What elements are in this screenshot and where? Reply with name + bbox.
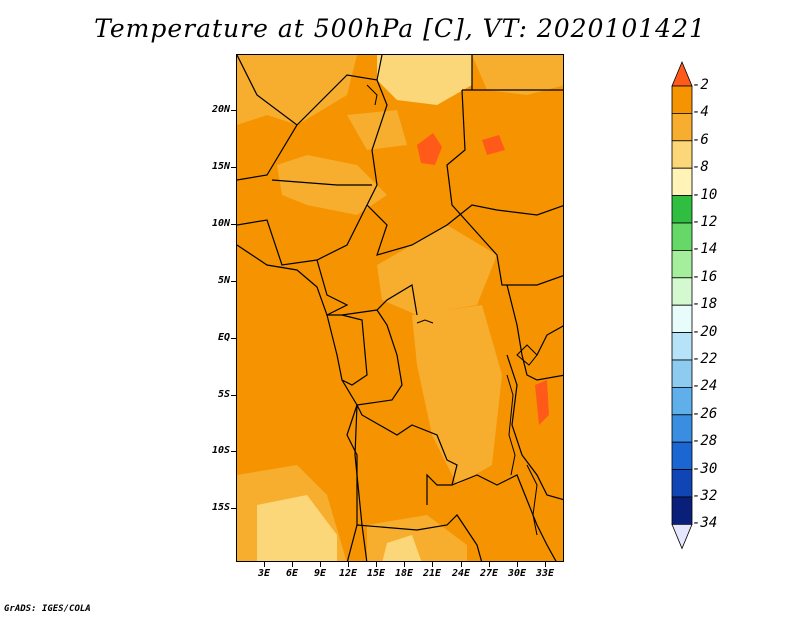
lon-tick — [489, 562, 490, 567]
colorbar — [671, 60, 693, 550]
lat-label: 15N — [211, 161, 230, 172]
colorbar-label: -26 — [692, 405, 718, 422]
lon-label: 27E — [479, 568, 499, 579]
map-plot-area — [236, 54, 564, 562]
field-sahara-cooler — [377, 55, 472, 105]
colorbar-label: -30 — [692, 460, 718, 477]
colorbar-label: -32 — [692, 488, 718, 504]
colorbar-swatch — [671, 140, 693, 169]
temperature-map — [237, 55, 563, 561]
lon-label: 3E — [257, 568, 271, 579]
lon-tick — [376, 562, 377, 567]
colorbar-label: -16 — [692, 268, 718, 285]
colorbar-swatch — [671, 332, 693, 361]
colorbar-swatch — [671, 441, 693, 471]
colorbar-label: -14 — [692, 241, 718, 258]
colorbar-swatch — [671, 167, 693, 196]
colorbar-label: -4 — [692, 104, 709, 121]
colorbar-label: -18 — [692, 296, 718, 313]
lon-label: 9E — [313, 568, 327, 579]
colorbar-swatch — [671, 386, 693, 416]
lon-tick — [320, 562, 321, 567]
lon-tick — [292, 562, 293, 567]
lat-tick — [231, 281, 236, 282]
lakes — [366, 84, 538, 536]
colorbar-swatch — [671, 414, 693, 443]
field-car-cool — [377, 225, 497, 315]
colorbar-label: -22 — [692, 351, 718, 367]
lat-tick — [231, 451, 236, 452]
colorbar-swatch — [671, 249, 693, 279]
lat-label: 10N — [211, 218, 230, 229]
field-namibia-cooler — [257, 495, 337, 561]
field-warm-eastafrica — [535, 380, 549, 425]
colorbar-label: -10 — [692, 186, 718, 203]
colorbar-label: -2 — [692, 77, 709, 93]
lon-label: 21E — [422, 568, 442, 579]
colorbar-swatch — [671, 85, 693, 114]
lon-tick — [404, 562, 405, 567]
colorbar-label: -6 — [692, 131, 709, 148]
colorbar-top-triangle — [671, 60, 693, 87]
lon-label: 15E — [366, 568, 386, 579]
colorbar-label: -28 — [692, 433, 718, 450]
colorbar-label: -20 — [692, 323, 718, 340]
lat-label: 15S — [211, 502, 230, 513]
colorbar-swatch — [671, 195, 693, 224]
field-warm-chad — [417, 133, 442, 165]
colorbar-swatch — [671, 469, 693, 498]
lon-label: 24E — [451, 568, 471, 579]
field-congo-cool — [412, 305, 502, 485]
lon-tick — [432, 562, 433, 567]
lat-label: 5N — [217, 275, 230, 286]
colorbar-swatch — [671, 113, 693, 142]
lon-label: 18E — [394, 568, 414, 579]
colorbar-swatch — [671, 359, 693, 388]
field-warm-sudan — [482, 135, 505, 155]
lat-tick — [231, 224, 236, 225]
colorbar-swatch — [671, 304, 693, 333]
colorbar-swatch — [671, 222, 693, 251]
lat-tick — [231, 338, 236, 339]
colorbar-swatch — [671, 496, 693, 525]
field-south-cooler — [382, 535, 422, 561]
lon-label: 30E — [507, 568, 527, 579]
lat-label: 5S — [217, 389, 230, 400]
lon-tick — [461, 562, 462, 567]
colorbar-bottom-triangle — [671, 524, 693, 550]
country-borders — [237, 55, 563, 561]
chart-title: Temperature at 500hPa [C], VT: 202010142… — [94, 14, 706, 43]
colorbar-label: -24 — [692, 378, 718, 395]
lat-label: 10S — [211, 445, 230, 456]
lat-label: 20N — [211, 104, 230, 115]
coastline — [237, 244, 368, 561]
lon-label: 6E — [285, 568, 299, 579]
lat-tick — [231, 508, 236, 509]
lat-tick — [231, 395, 236, 396]
colorbar-label: -12 — [692, 214, 718, 230]
field-niger-cool — [347, 110, 407, 150]
lat-tick — [231, 110, 236, 111]
colorbar-label: -34 — [692, 515, 718, 532]
field-north-cool — [237, 55, 357, 125]
lon-tick — [264, 562, 265, 567]
credit-text: GrADS: IGES/COLA — [4, 604, 91, 614]
lon-tick — [348, 562, 349, 567]
field-ne-cool — [472, 55, 563, 95]
lat-tick — [231, 167, 236, 168]
lon-tick — [517, 562, 518, 567]
colorbar-label: -8 — [692, 159, 709, 176]
lon-label: 12E — [338, 568, 358, 579]
colorbar-swatch — [671, 277, 693, 306]
lon-label: 33E — [535, 568, 555, 579]
lat-label: EQ — [217, 332, 230, 343]
lon-tick — [545, 562, 546, 567]
